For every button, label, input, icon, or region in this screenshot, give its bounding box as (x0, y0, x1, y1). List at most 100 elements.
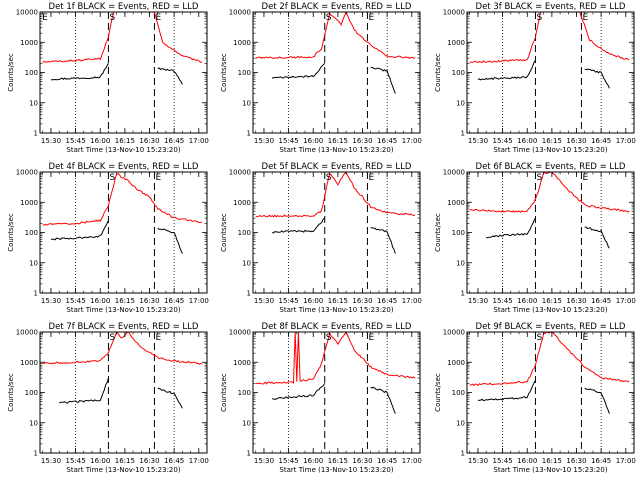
y-axis-label: Counts/sec (220, 53, 228, 92)
y-tick-label: 10 (29, 99, 38, 107)
flare-marker: S (109, 173, 115, 183)
x-tick-label: 17:00 (616, 457, 636, 465)
y-axis-label: Counts/sec (220, 373, 228, 412)
x-tick-label: 15:30 (468, 457, 488, 465)
flare-marker: S (109, 13, 115, 23)
x-tick-label: 17:00 (189, 297, 209, 305)
y-tick-label: 100 (452, 69, 465, 77)
lld-line (469, 172, 630, 213)
x-tick-label: 16:00 (303, 457, 323, 465)
events-line (584, 68, 610, 89)
x-tick-label: 16:45 (164, 297, 184, 305)
x-tick-label: 16:30 (352, 457, 372, 465)
x-tick-label: 16:45 (377, 297, 397, 305)
lld-line (42, 173, 203, 226)
lld-line (579, 12, 630, 61)
y-tick-label: 1 (461, 290, 465, 298)
x-tick-label: 17:00 (402, 297, 422, 305)
lld-line (42, 12, 114, 63)
y-tick-label: 10 (242, 419, 251, 427)
x-tick-label: 16:15 (542, 297, 562, 305)
events-line (477, 60, 536, 81)
events-line (477, 380, 536, 402)
events-line (50, 63, 109, 81)
x-tick-label: 16:00 (303, 137, 323, 145)
x-tick-label: 15:30 (41, 137, 61, 145)
lld-line (255, 172, 416, 218)
x-tick-label: 16:00 (90, 137, 110, 145)
x-tick-label: 15:45 (66, 297, 86, 305)
x-tick-label: 16:00 (517, 457, 537, 465)
x-tick-label: 15:30 (254, 137, 274, 145)
y-tick-label: 10000 (229, 9, 251, 17)
x-tick-label: 16:30 (566, 297, 586, 305)
flare-marker: S (326, 333, 332, 343)
x-tick-label: 15:30 (254, 297, 274, 305)
x-tick-label: 16:45 (377, 137, 397, 145)
y-tick-label: 1 (461, 450, 465, 458)
flare-marker: S (536, 333, 542, 343)
x-tick-label: 16:30 (566, 137, 586, 145)
y-tick-label: 10000 (229, 329, 251, 337)
x-tick-label: 15:30 (41, 297, 61, 305)
y-tick-label: 100 (238, 229, 251, 237)
x-tick-label: 16:45 (591, 297, 611, 305)
x-tick-label: 16:15 (328, 297, 348, 305)
y-tick-label: 1 (247, 290, 251, 298)
panel-frame (466, 331, 635, 454)
x-axis-label: Start Time (13-Nov-10 15:23:20) (279, 306, 393, 314)
flare-marker: S (326, 13, 332, 23)
events-line (157, 227, 183, 254)
x-tick-label: 16:15 (115, 457, 135, 465)
x-tick-label: 17:00 (189, 137, 209, 145)
lld-line (42, 332, 203, 365)
events-line (157, 387, 183, 409)
events-line (370, 386, 396, 414)
y-tick-label: 1 (247, 450, 251, 458)
x-tick-label: 15:45 (279, 457, 299, 465)
panel-frame (466, 171, 635, 294)
panel-title: Det 5f BLACK = Events, RED = LLD (262, 162, 412, 172)
y-tick-label: 100 (238, 389, 251, 397)
x-tick-label: 16:30 (352, 297, 372, 305)
x-axis-label: Start Time (13-Nov-10 15:23:20) (493, 466, 607, 474)
panel-title: Det 7f BLACK = Events, RED = LLD (49, 322, 199, 332)
panel-frame (252, 11, 421, 134)
y-tick-label: 10000 (16, 9, 38, 17)
y-axis-label: Counts/sec (434, 213, 442, 252)
panel-title: Det 1f BLACK = Events, RED = LLD (49, 2, 199, 12)
y-tick-label: 100 (238, 69, 251, 77)
y-tick-label: 1000 (20, 199, 38, 207)
y-tick-label: 100 (25, 389, 38, 397)
x-tick-label: 16:00 (303, 297, 323, 305)
y-tick-label: 10 (456, 99, 465, 107)
x-tick-label: 15:45 (493, 297, 513, 305)
x-tick-label: 15:45 (493, 137, 513, 145)
x-tick-label: 16:00 (90, 457, 110, 465)
x-tick-label: 16:30 (139, 297, 159, 305)
events-line (584, 226, 610, 249)
events-line (272, 217, 325, 234)
x-tick-label: 16:30 (139, 457, 159, 465)
lld-line (469, 332, 630, 386)
y-tick-label: 10 (29, 419, 38, 427)
lld-line (255, 332, 416, 385)
y-tick-label: 10 (456, 419, 465, 427)
flare-marker: E (155, 13, 161, 23)
y-tick-label: 10000 (229, 169, 251, 177)
y-tick-label: 10 (242, 99, 251, 107)
y-tick-label: 1 (247, 130, 251, 138)
flare-marker: E (155, 173, 161, 183)
x-tick-label: 15:45 (279, 137, 299, 145)
flare-marker: E (582, 173, 588, 183)
x-tick-label: 15:45 (279, 297, 299, 305)
x-tick-label: 16:30 (139, 137, 159, 145)
events-line (486, 217, 536, 239)
y-tick-label: 1000 (20, 359, 38, 367)
flare-marker: E (155, 333, 161, 343)
panel-frame (252, 331, 421, 454)
